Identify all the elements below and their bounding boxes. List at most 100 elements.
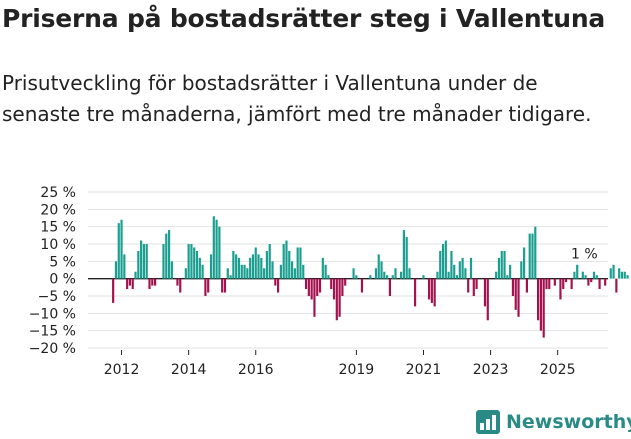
bar [517,278,520,317]
bar [604,278,607,286]
x-tick-label: 2014 [171,362,207,378]
bar [413,278,417,307]
bar [453,264,456,279]
y-tick-label: 20 % [40,202,76,218]
y-tick-label: −5 % [38,289,76,305]
bar [506,275,509,279]
chart-subtitle: Prisutveckling för bostadsrätter i Valle… [2,71,592,126]
bar [472,278,475,296]
brand-name: Newsworthy [506,411,631,433]
bar [469,257,473,279]
bar [243,264,246,279]
y-tick-label: 0 % [49,272,76,288]
bar [590,278,593,283]
bar [430,278,433,303]
bar [545,278,548,290]
bar [380,261,383,279]
bar [570,278,573,290]
chart-title: Priserna på bostadsrätter steg i Vallent… [2,4,606,33]
bar [394,268,397,279]
bar [439,250,442,279]
bar [537,278,540,321]
y-tick-label: 15 % [40,220,76,236]
bar [142,244,146,279]
bar [383,271,386,279]
bar [249,257,252,279]
bar [240,264,243,279]
bar [598,278,601,290]
bar [344,278,347,286]
bar [509,264,512,279]
bar [341,278,344,296]
bar [374,268,378,279]
bar [495,271,498,279]
bar [154,278,157,286]
bar [221,278,224,293]
bar [514,278,517,310]
bar [402,230,405,279]
x-tick-label: 2023 [473,362,509,378]
bar [405,237,408,279]
bar [408,268,411,279]
bar [260,257,263,279]
bar [360,278,364,293]
bar [483,278,487,307]
bar [581,271,584,279]
bar [218,226,221,279]
bar [254,247,257,279]
bar [285,240,288,279]
bar [134,271,137,279]
y-tick-label: 25 % [40,185,76,201]
bar [257,254,260,279]
bar [288,250,291,279]
bar [486,278,489,321]
bar [263,268,266,279]
bar [176,278,179,286]
y-tick-label: −20 % [29,341,76,357]
bar [332,278,336,300]
bar [137,250,140,279]
x-axis-labels: 2012 2014 2016 2019 2021 2023 2025 [104,350,575,378]
bar [126,278,129,290]
bars [112,216,629,338]
bar [274,278,277,286]
bar [475,278,478,290]
bar [204,278,207,296]
bar [531,233,534,279]
value-annotation: 1 % [571,247,598,263]
x-tick-label: 2019 [339,362,375,378]
bar [246,268,249,279]
bar [455,275,459,279]
bar [500,250,503,279]
bar [310,278,313,300]
bar [436,271,439,279]
bar [400,271,403,279]
bar [184,268,187,279]
bar [355,275,358,279]
bar [290,261,294,279]
bar [523,247,526,279]
x-tick-label: 2016 [238,362,274,378]
bar [497,257,501,279]
bar [467,278,470,293]
bar [324,264,327,279]
bar [207,278,210,293]
bar [151,278,154,286]
bar [167,230,171,279]
bar [120,219,123,279]
newsworthy-logo[interactable]: Newsworthy [476,408,631,436]
bar [553,278,556,286]
bar [170,261,173,279]
gridlines [88,191,608,349]
bar [511,278,515,296]
bar [235,254,238,279]
bar [117,223,120,279]
bar [595,275,598,279]
bar [165,233,168,279]
bar [615,278,618,293]
bar [542,278,545,338]
bar [327,275,330,279]
bar [145,244,148,279]
bar [179,278,182,293]
bar [534,226,537,279]
